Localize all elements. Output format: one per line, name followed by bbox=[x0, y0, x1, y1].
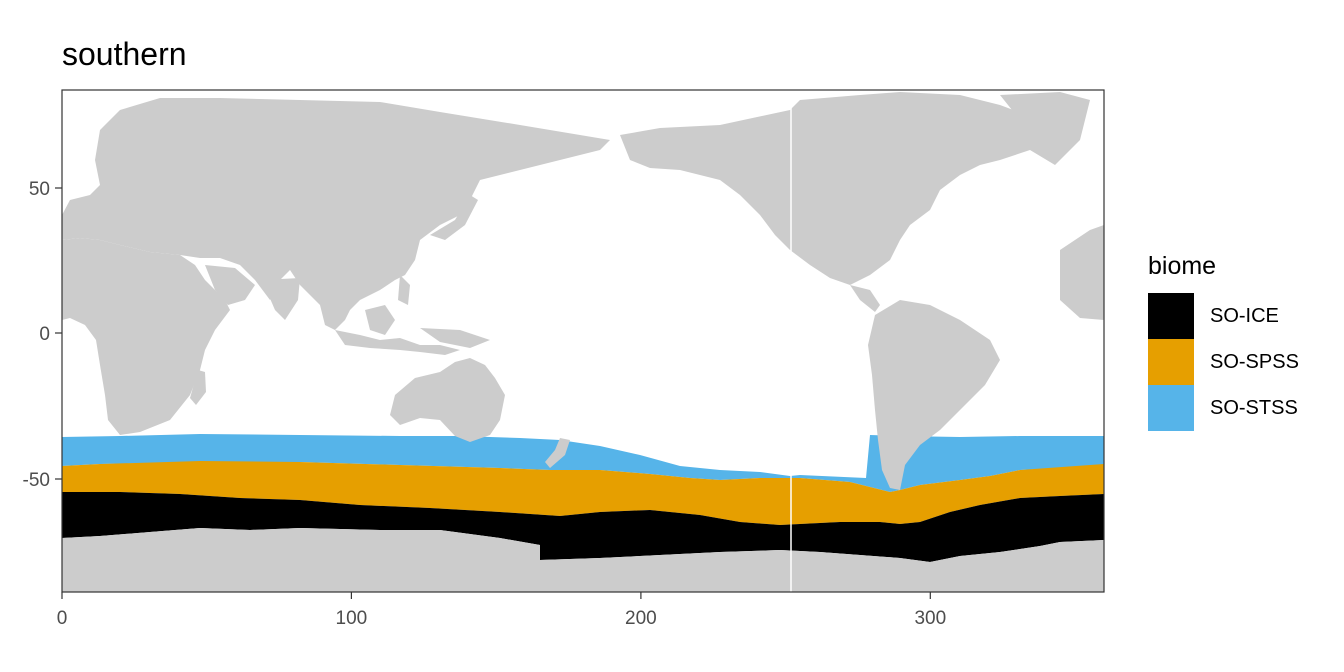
y-tick-label-0: 0 bbox=[39, 324, 50, 345]
legend-item-so-stss: SO-STSS bbox=[1148, 385, 1299, 431]
legend-key-so-stss bbox=[1148, 385, 1194, 431]
land-central-america bbox=[850, 285, 880, 312]
land-north-america bbox=[620, 92, 1040, 285]
panel-border bbox=[61, 89, 1105, 593]
land-philippines bbox=[398, 275, 410, 305]
land-europe-east-edge bbox=[1060, 225, 1104, 320]
x-tick-label-0: 0 bbox=[57, 608, 68, 629]
y-axis: 50 0 -50 bbox=[23, 179, 62, 491]
legend-label-so-stss: SO-STSS bbox=[1210, 396, 1298, 419]
land-greenland bbox=[1000, 92, 1090, 165]
land-new-zealand bbox=[545, 438, 570, 468]
land-japan bbox=[430, 195, 478, 240]
legend-item-so-spss: SO-SPSS bbox=[1148, 339, 1299, 385]
x-tick-label-200: 200 bbox=[625, 608, 657, 629]
land-indonesia bbox=[335, 330, 460, 355]
legend-key-so-ice bbox=[1148, 293, 1194, 339]
land-india bbox=[262, 278, 300, 320]
x-axis: 0 100 200 300 bbox=[57, 592, 946, 629]
biome-so-ice bbox=[62, 492, 1104, 562]
land-arabia bbox=[205, 265, 255, 305]
land-africa bbox=[62, 238, 230, 435]
legend-title: biome bbox=[1148, 252, 1217, 280]
legend-item-so-ice: SO-ICE bbox=[1148, 293, 1299, 339]
y-tick-label-50: 50 bbox=[29, 179, 50, 200]
x-tick-label-300: 300 bbox=[914, 608, 946, 629]
land-antarctica bbox=[62, 528, 1104, 592]
legend-label-so-ice: SO-ICE bbox=[1210, 304, 1279, 327]
legend: biome SO-ICE SO-SPSS SO-STSS bbox=[1148, 252, 1299, 431]
land-madagascar bbox=[190, 370, 206, 405]
plot-title: southern bbox=[62, 36, 187, 72]
land-borneo bbox=[365, 305, 395, 335]
biome-so-spss bbox=[62, 461, 1104, 525]
legend-key-so-spss bbox=[1148, 339, 1194, 385]
land-south-america bbox=[868, 300, 1000, 490]
biome-so-stss bbox=[62, 434, 1104, 492]
x-tick-label-100: 100 bbox=[336, 608, 368, 629]
legend-label-so-spss: SO-SPSS bbox=[1210, 350, 1299, 373]
y-tick-label-neg50: -50 bbox=[23, 470, 50, 491]
land-eurasia bbox=[62, 98, 610, 330]
land-new-guinea bbox=[420, 328, 490, 348]
land-australia bbox=[390, 358, 505, 442]
